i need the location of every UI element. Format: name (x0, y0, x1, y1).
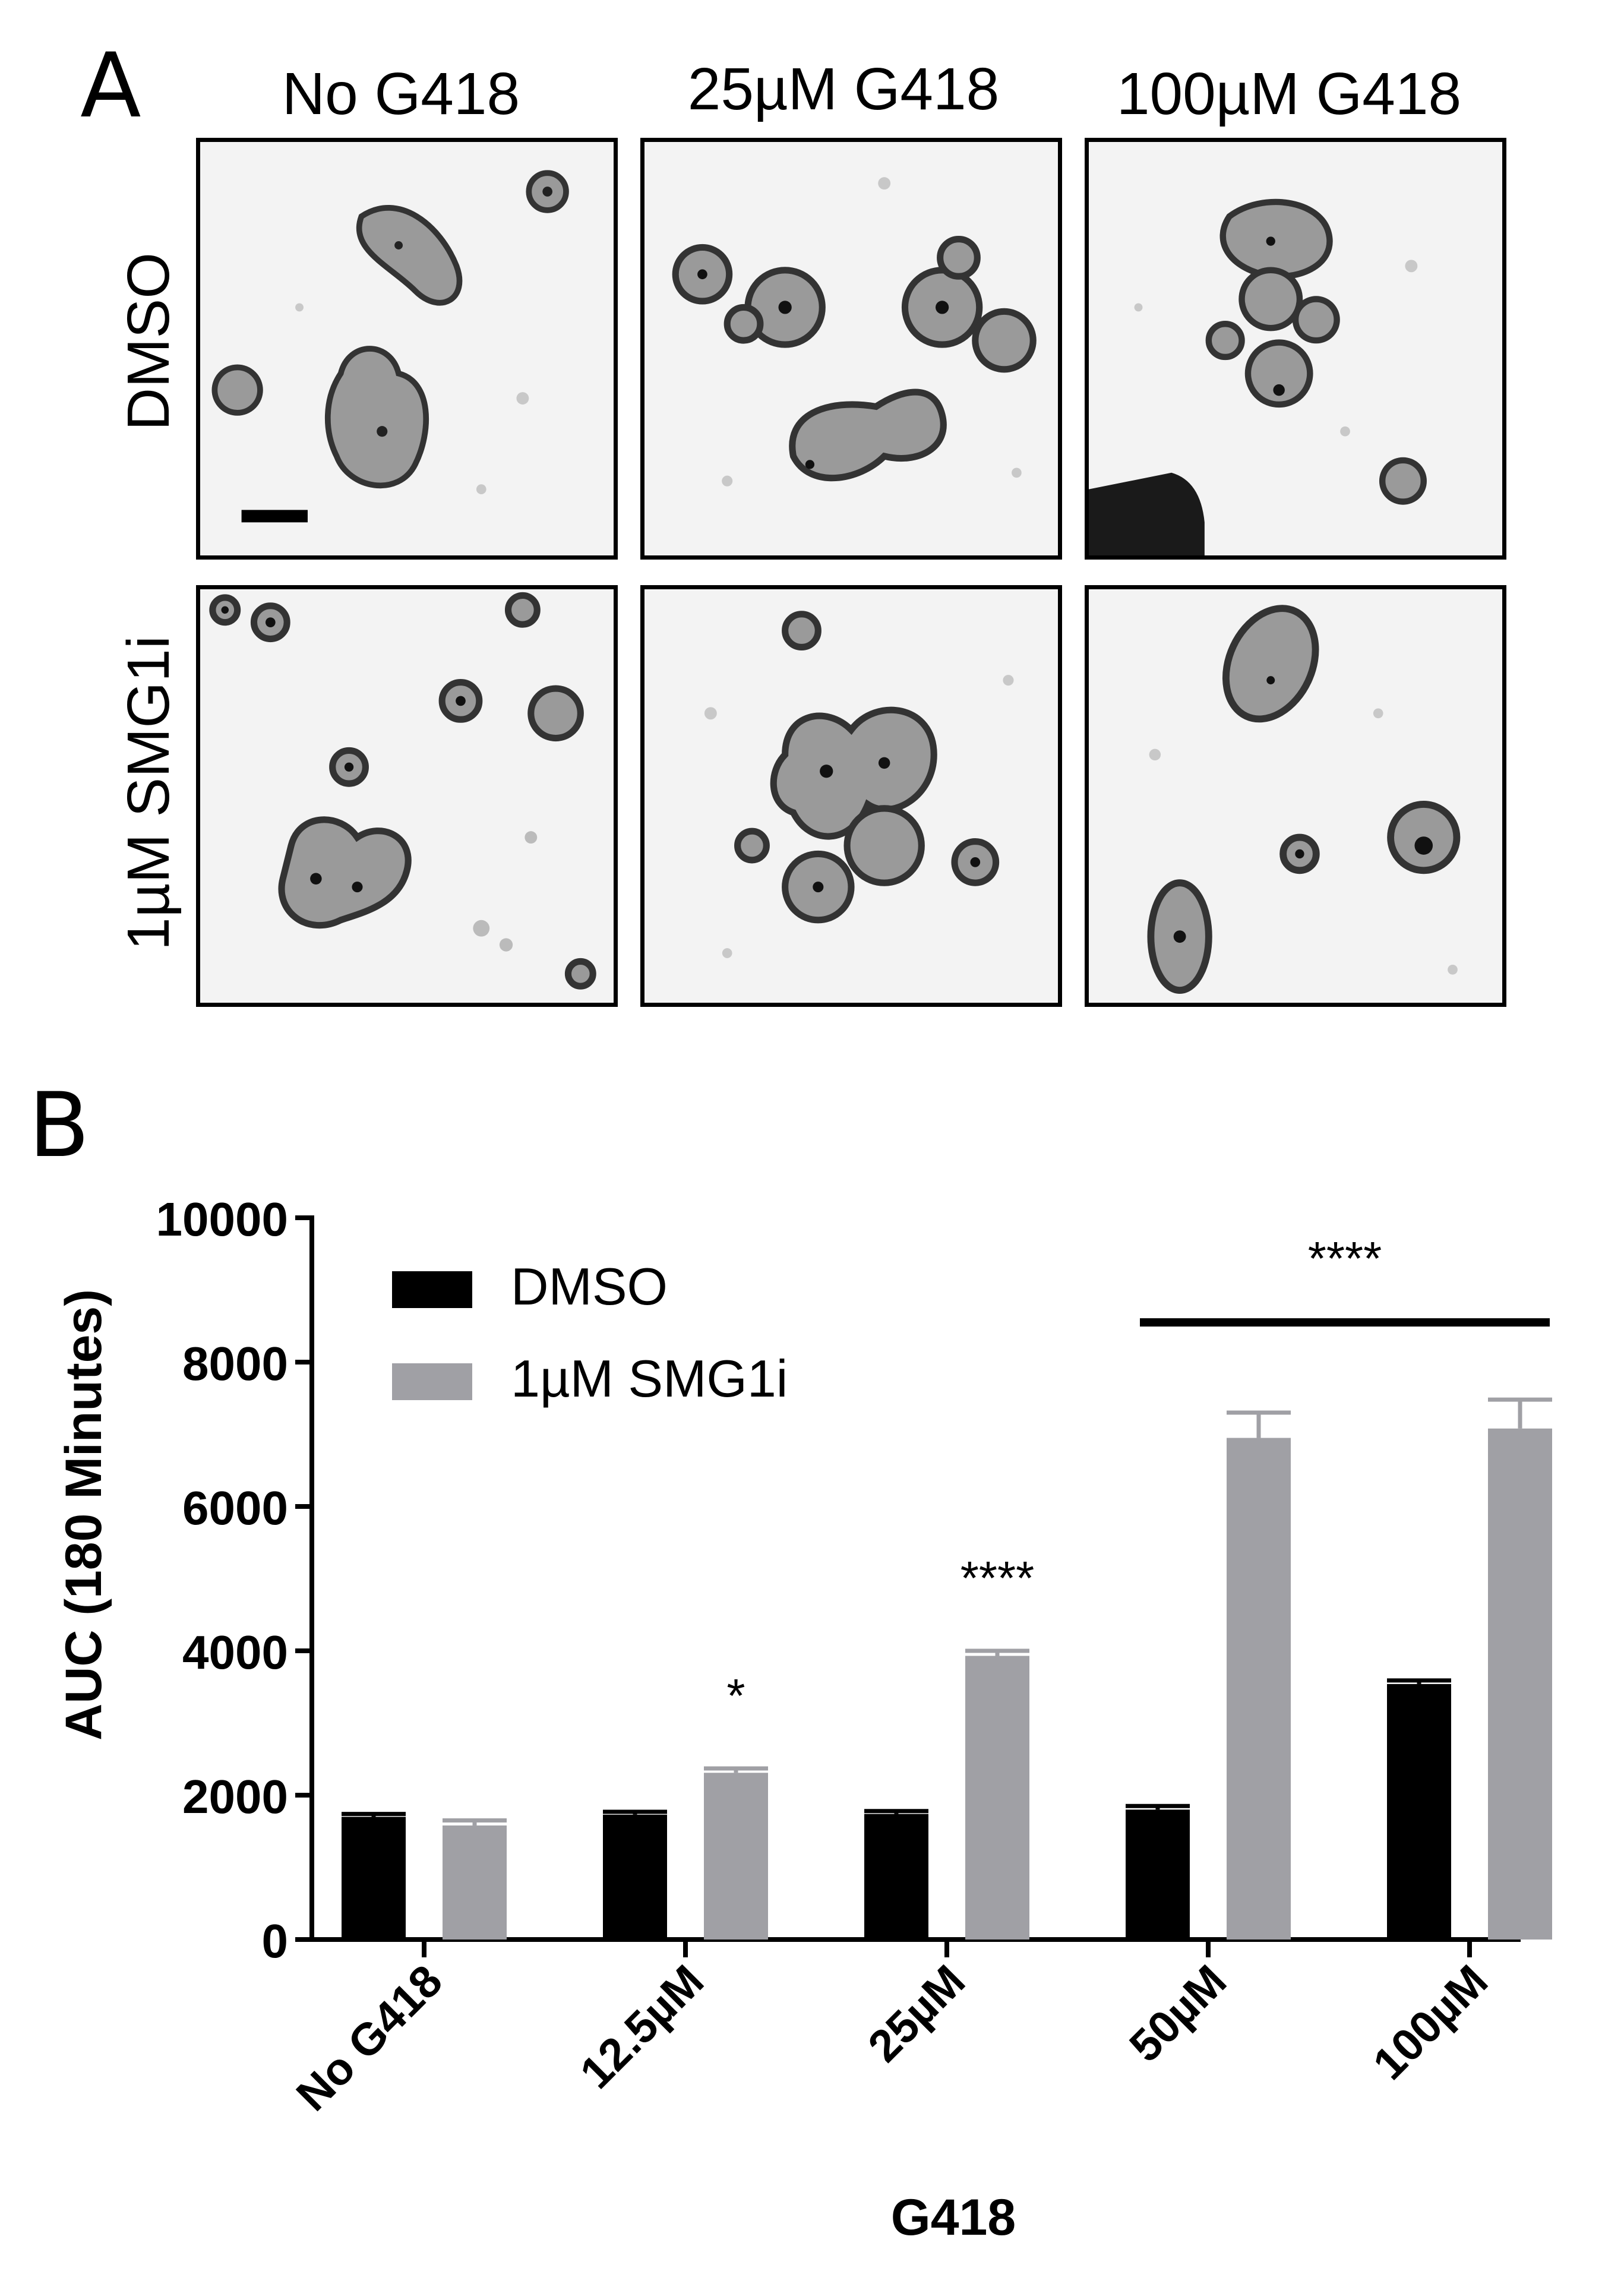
bar-1µM SMG1i (1227, 1438, 1291, 1940)
significance-marker: **** (1308, 1232, 1382, 1285)
bar-chart: 0 2000 4000 6000 8000 10000 No G418 12.5µM 25µM 5… (55, 1193, 1552, 2246)
organoid-image (1089, 198, 1427, 555)
bar-DMSO (1387, 1683, 1451, 1940)
organoid-image (209, 592, 596, 990)
y-tick-label: 0 (262, 1915, 289, 1967)
x-axis-title: G418 (891, 2189, 1016, 2246)
bar-DMSO (342, 1817, 406, 1940)
legend-swatch-1µM SMG1i (392, 1363, 472, 1400)
significance-marker: **** (961, 1552, 1035, 1604)
column-label-no-g418: No G418 (282, 61, 520, 127)
bar-DMSO (1126, 1809, 1190, 1940)
y-tick-label: 2000 (182, 1770, 288, 1823)
x-tick-label: 25µM (858, 1956, 975, 2072)
micrograph-smg1i-25um-g418 (640, 585, 1062, 1007)
organoid-image (211, 170, 569, 523)
x-tick-label: 50µM (1120, 1956, 1236, 2072)
scale-bar (241, 510, 308, 523)
y-tick-label: 8000 (182, 1337, 288, 1390)
column-label-100um-g418: 100µM G418 (1116, 61, 1462, 127)
y-tick-label: 10000 (156, 1193, 288, 1246)
bar-1µM SMG1i (1488, 1428, 1552, 1940)
organoid-image (672, 177, 1037, 487)
legend-label: DMSO (511, 1257, 668, 1316)
x-tick-label: 100µM (1364, 1956, 1498, 2090)
bar-DMSO (864, 1814, 928, 1940)
row-label-smg1i: 1µM SMG1i (115, 636, 182, 950)
x-tick-label: 12.5µM (571, 1956, 713, 2098)
x-tick-label: No G418 (287, 1956, 452, 2121)
y-axis-title: AUC (180 Minutes) (55, 1289, 112, 1741)
micrograph-dmso-100um-g418 (1085, 138, 1506, 560)
y-tick-label: 6000 (182, 1482, 288, 1534)
significance-marker: * (726, 1669, 745, 1722)
row-label-dmso: DMSO (115, 252, 182, 431)
bar-1µM SMG1i (965, 1656, 1029, 1940)
micrograph-dmso-25um-g418 (640, 138, 1062, 560)
micrograph-smg1i-no-g418 (196, 585, 618, 1007)
organoid-image (1147, 605, 1461, 994)
column-label-25um-g418: 25µM G418 (687, 56, 1000, 122)
panel-b-letter: B (29, 1074, 90, 1177)
y-tick-label: 4000 (182, 1626, 288, 1679)
micrograph-smg1i-100um-g418 (1085, 585, 1506, 1007)
micrograph-dmso-no-g418 (196, 138, 618, 560)
bar-DMSO (603, 1814, 667, 1940)
bar-1µM SMG1i (704, 1773, 768, 1940)
organoid-image (704, 611, 1014, 958)
legend-label: 1µM SMG1i (511, 1349, 788, 1408)
panel-a-letter: A (80, 34, 141, 138)
bar-1µM SMG1i (443, 1825, 507, 1940)
legend-swatch-DMSO (392, 1271, 472, 1308)
